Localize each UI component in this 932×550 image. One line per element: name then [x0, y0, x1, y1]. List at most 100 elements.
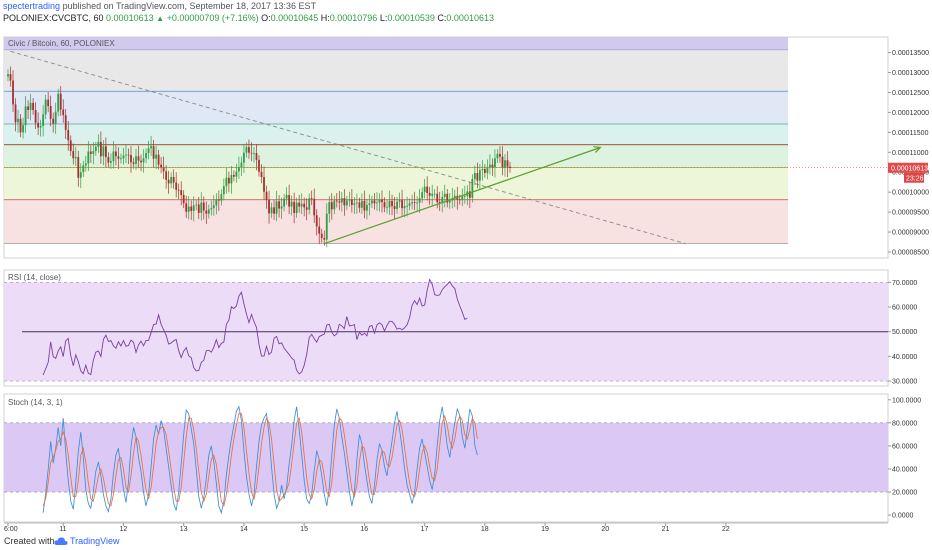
candle-body — [268, 199, 270, 214]
candle-body — [135, 156, 137, 164]
last-price-badge — [888, 162, 928, 173]
time-tick-label: 16 — [360, 526, 368, 532]
candle-body — [190, 206, 193, 211]
candle-body — [235, 171, 238, 177]
candle-body — [130, 155, 132, 163]
candle-body — [87, 151, 90, 164]
candle-body — [358, 202, 361, 208]
candle-body — [431, 193, 434, 196]
candle-body — [436, 193, 439, 203]
candle-body — [77, 157, 80, 178]
candle-body — [280, 206, 283, 209]
author-link[interactable]: spectertrading — [3, 1, 61, 11]
time-tick-label: 18 — [481, 526, 489, 532]
candle-body — [471, 179, 474, 198]
countdown-badge — [904, 172, 924, 183]
candle-body — [49, 106, 52, 119]
candle-body — [260, 171, 263, 178]
rsi-tick-label: 40.0000 — [892, 354, 917, 361]
candle-body — [162, 167, 165, 172]
candle-body — [37, 122, 40, 128]
candle-body — [335, 200, 338, 202]
candle-body — [180, 190, 183, 195]
candle-body — [29, 102, 32, 111]
candle-body — [230, 175, 233, 184]
candle-body — [438, 202, 441, 204]
candle-body — [44, 99, 47, 115]
candle-body — [366, 204, 368, 211]
time-tick-label: 22 — [722, 526, 730, 532]
rsi-tick-label: 70.0000 — [892, 280, 917, 287]
candle-body — [225, 177, 228, 187]
trading-chart[interactable]: Civic / Bitcoin, 60, POLONIEX 0.00013500 0… — [0, 26, 932, 532]
time-tick-label: 15 — [300, 526, 308, 532]
price-tick-label: 0.00013000 — [892, 70, 929, 77]
candle-body — [132, 162, 135, 164]
candle-body — [245, 147, 248, 153]
high-label: H: — [320, 13, 330, 23]
candle-body — [187, 206, 190, 212]
candle-body — [97, 141, 100, 147]
time-tick-label: 14 — [240, 526, 248, 532]
price-tick-label: 0.00011500 — [892, 130, 929, 137]
candle-body — [62, 109, 65, 116]
candle-body — [177, 189, 180, 191]
candle-body — [47, 99, 50, 107]
candle-body — [117, 156, 120, 159]
candle-body — [486, 167, 489, 174]
symbol-text: POLONIEX:CVCBTC, 60 — [3, 13, 104, 23]
rsi-pane: RSI (14, close) 70.0000 60.0000 50.0000 40.0… — [3, 269, 917, 387]
candle-body — [411, 202, 414, 204]
candle-body — [273, 207, 275, 214]
rsi-tick-label: 30.0000 — [892, 379, 917, 386]
rsi-tick-label: 50.0000 — [892, 329, 917, 336]
candle-body — [338, 201, 341, 203]
candle-body — [24, 106, 27, 126]
fib-top-band — [4, 37, 788, 50]
time-tick-label: 6:00 — [4, 526, 18, 532]
candle-body — [303, 203, 306, 208]
candle-body — [371, 200, 373, 204]
low-label: L: — [379, 13, 388, 23]
candle-body — [330, 202, 333, 210]
price-tick-label: 0.00012500 — [892, 90, 929, 97]
candle-body — [408, 203, 411, 206]
candle-body — [107, 157, 110, 163]
open-label: O: — [261, 13, 271, 23]
tradingview-brand[interactable]: TradingView — [70, 536, 120, 546]
candle-body — [315, 215, 318, 227]
candle-body — [200, 202, 203, 213]
candle-body — [348, 199, 351, 201]
uptrend-arrow-line — [324, 146, 601, 245]
candle-body — [263, 177, 265, 192]
candle-body — [22, 125, 24, 133]
candle-body — [79, 172, 82, 178]
candle-body — [170, 177, 173, 184]
candle-body — [340, 198, 343, 203]
time-tick-label: 11 — [59, 526, 66, 532]
candle-body — [217, 199, 220, 201]
candle-body — [353, 203, 356, 205]
candle-body — [142, 158, 145, 163]
candle-body — [463, 196, 466, 197]
publish-line: spectertrading published on TradingView.… — [3, 0, 929, 12]
price-change: +0.00000709 (+7.16%) — [166, 13, 259, 23]
candle-body — [496, 153, 499, 159]
candle-body — [238, 167, 240, 172]
candle-body — [300, 203, 303, 207]
low-value: 0.00010539 — [387, 13, 435, 23]
candle-body — [343, 198, 346, 206]
last-price: 0.00010613 — [106, 13, 154, 23]
candle-body — [122, 155, 125, 159]
candle-body — [481, 169, 484, 171]
candle-body — [120, 158, 122, 160]
candle-body — [253, 153, 255, 154]
countdown-label: 23:26 — [906, 176, 924, 183]
price-pane: Civic / Bitcoin, 60, POLONIEX 0.00013500 0… — [3, 36, 929, 259]
stoch-pane: Stoch (14, 3, 1) 100.0000 80.0000 60.0000 40… — [3, 393, 921, 523]
candle-body — [39, 125, 42, 128]
stoch-tick-label: 100.0000 — [892, 397, 921, 404]
candle-body — [54, 111, 57, 124]
candle-body — [215, 199, 218, 206]
candle-body — [197, 204, 200, 213]
